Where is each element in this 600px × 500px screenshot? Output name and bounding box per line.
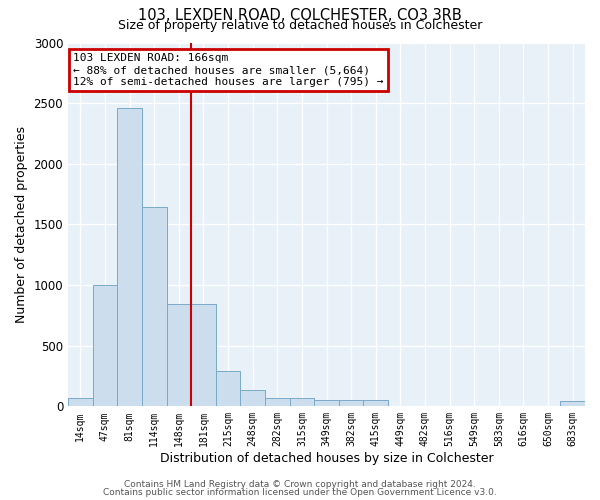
Bar [68,398,92,406]
Y-axis label: Number of detached properties: Number of detached properties [15,126,28,323]
Bar [92,285,117,406]
Bar [167,304,191,406]
Bar [216,371,241,406]
Bar [364,400,388,406]
Bar [191,304,216,406]
Text: 103, LEXDEN ROAD, COLCHESTER, CO3 3RB: 103, LEXDEN ROAD, COLCHESTER, CO3 3RB [138,8,462,22]
Bar [241,390,265,406]
Bar [265,398,290,406]
Bar [314,400,339,406]
Bar [142,208,167,406]
Text: 103 LEXDEN ROAD: 166sqm
← 88% of detached houses are smaller (5,664)
12% of semi: 103 LEXDEN ROAD: 166sqm ← 88% of detache… [73,54,384,86]
Text: Size of property relative to detached houses in Colchester: Size of property relative to detached ho… [118,19,482,32]
Text: Contains public sector information licensed under the Open Government Licence v3: Contains public sector information licen… [103,488,497,497]
Bar [560,402,585,406]
X-axis label: Distribution of detached houses by size in Colchester: Distribution of detached houses by size … [160,452,493,465]
Bar [117,108,142,406]
Bar [290,398,314,406]
Text: Contains HM Land Registry data © Crown copyright and database right 2024.: Contains HM Land Registry data © Crown c… [124,480,476,489]
Bar [339,400,364,406]
